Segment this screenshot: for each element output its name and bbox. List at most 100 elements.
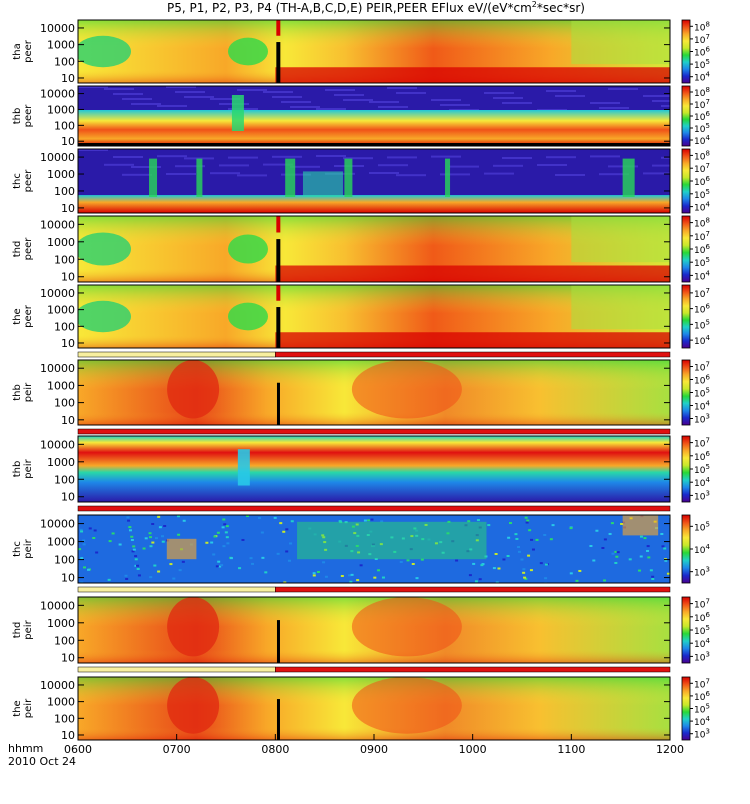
noise-speckle xyxy=(537,164,567,166)
colorbar-label-base: 10 xyxy=(694,74,706,84)
noise-speckle xyxy=(316,108,346,110)
noise-speckle xyxy=(161,535,165,538)
colorbar-label-base: 10 xyxy=(694,377,706,387)
noise-speckle xyxy=(359,564,363,567)
noise-speckle xyxy=(210,98,240,100)
x-tick-label: 1100 xyxy=(557,743,585,756)
noise-speckle xyxy=(343,157,373,160)
noise-speckle xyxy=(249,557,253,560)
panel-label: thepeer xyxy=(12,304,34,328)
noise-speckle xyxy=(148,532,152,535)
data-gap xyxy=(276,239,281,282)
noise-speckle xyxy=(651,575,655,578)
y-tick-label: 100 xyxy=(54,473,75,486)
noise-speckle xyxy=(226,542,230,545)
colorbar-label-base: 10 xyxy=(694,306,706,316)
noise-speckle xyxy=(184,96,214,98)
panel-frame xyxy=(77,85,671,147)
noise-speckle xyxy=(132,545,136,548)
noise-speckle xyxy=(157,515,161,518)
colorbar xyxy=(681,215,691,283)
colorbar-label-exp: 4 xyxy=(705,71,710,79)
colorbar-label-base: 10 xyxy=(694,390,706,400)
colorbar-label-base: 10 xyxy=(694,233,706,243)
colorbar-label: 103 xyxy=(694,650,710,663)
noise-speckle xyxy=(285,528,289,531)
noise-speckle xyxy=(111,532,115,535)
noise-speckle xyxy=(127,519,131,522)
noise-speckle xyxy=(263,91,293,93)
noise-speckle xyxy=(595,529,599,532)
noise-speckle xyxy=(348,574,352,577)
noise-speckle xyxy=(661,545,665,548)
x-tick-label: 1000 xyxy=(459,743,487,756)
noise-speckle xyxy=(526,519,530,522)
noise-speckle xyxy=(569,527,573,530)
y-tick-label: 10 xyxy=(61,337,75,350)
colorbar xyxy=(681,514,691,584)
noise-speckle xyxy=(216,531,220,534)
noise-speckle xyxy=(334,94,364,96)
noise-speckle xyxy=(288,559,292,562)
noise-speckle xyxy=(543,533,547,536)
noise-speckle xyxy=(472,562,476,565)
y-tick-label: 10000 xyxy=(40,518,75,531)
colorbar-label-base: 10 xyxy=(694,693,706,703)
x-axis: 0600 0700 0800 0900 1000 1100 1200 xyxy=(64,734,684,756)
y-tick-label: 10000 xyxy=(40,362,75,375)
colorbar-label-exp: 8 xyxy=(705,20,709,28)
noise-speckle xyxy=(652,164,670,167)
spectrogram-image xyxy=(78,20,670,83)
noise-speckle xyxy=(399,560,403,563)
y-tick-label: 1000 xyxy=(47,536,75,549)
noise-speckle xyxy=(639,555,643,558)
colorbar-label: 107 xyxy=(694,361,710,374)
noise-speckle xyxy=(527,554,531,557)
noise-speckle xyxy=(80,557,84,560)
x-tick-label: 0700 xyxy=(163,743,191,756)
colorbar-label-exp: 4 xyxy=(705,269,710,277)
noise-speckle xyxy=(524,516,528,519)
noise-speckle xyxy=(134,558,138,561)
colorbar-label: 104 xyxy=(694,476,710,489)
colorbar-label-base: 10 xyxy=(694,165,706,175)
panel-label-probe: thc xyxy=(12,541,23,557)
noise-speckle xyxy=(502,102,532,104)
noise-speckle xyxy=(218,565,222,568)
noise-speckle xyxy=(125,577,129,580)
high-flux-band xyxy=(275,265,670,282)
noise-speckle xyxy=(131,166,161,168)
noise-speckle xyxy=(474,580,478,583)
panel-frame xyxy=(77,148,671,214)
colorbar-label: 107 xyxy=(694,677,710,690)
data-gap xyxy=(276,699,280,740)
colorbar-label: 106 xyxy=(694,611,710,624)
noise-speckle xyxy=(153,564,157,567)
noise-speckle xyxy=(376,569,380,572)
colorbar-label: 108 xyxy=(694,20,710,33)
colorbar-label-base: 10 xyxy=(694,178,706,188)
noise-speckle xyxy=(369,101,399,103)
noise-speckle xyxy=(589,545,593,548)
colorbar-label-exp: 7 xyxy=(705,98,709,106)
noise-speckle xyxy=(575,579,579,582)
noise-speckle xyxy=(646,545,650,548)
noise-speckle xyxy=(132,548,136,551)
noise-speckle xyxy=(166,86,196,88)
noise-speckle xyxy=(88,527,92,530)
noise-speckle xyxy=(525,521,529,524)
panels-layer: 10100100010000thapeer1041051061071081010… xyxy=(12,19,710,742)
spectrogram-image xyxy=(78,216,670,282)
noise-speckle xyxy=(514,533,518,536)
y-tick-label: 100 xyxy=(54,185,75,198)
data-gap-top xyxy=(276,216,281,233)
colorbar-label-exp: 6 xyxy=(705,175,710,183)
colorbar-label-base: 10 xyxy=(694,546,706,556)
y-tick-label: 10000 xyxy=(40,88,75,101)
colorbar-label: 104 xyxy=(694,400,710,413)
noise-speckle xyxy=(78,548,82,551)
y-tick-label: 100 xyxy=(54,119,75,132)
colorbar-label: 104 xyxy=(694,134,710,147)
